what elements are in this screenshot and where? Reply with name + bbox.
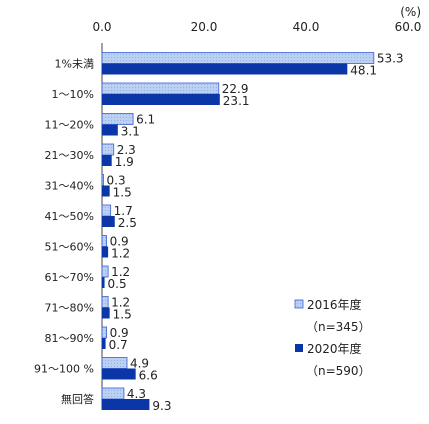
- legend-swatch-2016: [294, 299, 304, 309]
- category-label: 71～80%: [45, 302, 94, 315]
- value-label-2020: 2.5: [118, 216, 137, 230]
- bar-2020: [102, 155, 112, 166]
- value-labels: 53.348.122.923.16.13.12.31.90.31.51.72.5…: [107, 52, 404, 414]
- bar-2020: [102, 368, 136, 380]
- category-label: 31～40%: [45, 180, 94, 193]
- value-label-2016: 6.1: [136, 113, 155, 127]
- category-label: 41～50%: [45, 210, 94, 223]
- x-tick-label: 40.0: [293, 20, 320, 34]
- category-label: 91～100 %: [34, 363, 94, 376]
- value-label-2020: 1.5: [113, 308, 132, 322]
- bar-2016: [101, 52, 375, 64]
- bar-2020: [102, 307, 110, 319]
- legend-swatch-2020: [295, 344, 303, 352]
- value-label-2020: 9.3: [152, 399, 171, 413]
- category-label: 21～30%: [45, 149, 94, 162]
- value-label-2020: 48.1: [350, 64, 377, 78]
- x-tick-label: 60.0: [395, 20, 422, 34]
- category-label: 61～70%: [45, 271, 94, 284]
- value-label-2016: 0.9: [110, 235, 129, 249]
- legend: 2016年度 （n=345） 2020年度 （n=590）: [294, 297, 371, 378]
- value-label-2016: 4.9: [130, 357, 149, 371]
- value-label-2020: 3.1: [121, 125, 140, 139]
- bar-2016: [101, 174, 104, 186]
- bar-2020: [102, 338, 106, 349]
- bar-2020: [102, 185, 110, 197]
- unit-label: (%): [400, 5, 421, 19]
- value-label-2020: 1.9: [115, 155, 134, 169]
- category-labels: 1%未満 1～10% 11～20% 21～30% 31～40% 41～50% 51～60% 6…: [34, 58, 94, 407]
- bar-2020: [102, 216, 115, 227]
- bar-2016: [101, 82, 220, 95]
- category-label: 51～60%: [45, 241, 94, 254]
- value-label-2016: 2.3: [117, 143, 136, 157]
- bars: [101, 52, 375, 410]
- value-label-2016: 22.9: [222, 82, 249, 96]
- value-label-2020: 1.5: [113, 186, 132, 200]
- bar-2020: [102, 124, 118, 136]
- legend-label-2020: 2020年度: [307, 341, 362, 356]
- value-label-2020: 0.7: [109, 338, 128, 352]
- bar-2016: [101, 113, 134, 125]
- legend-n-2020: （n=590）: [306, 364, 371, 378]
- bar-2020: [102, 94, 220, 105]
- x-tick-label: 20.0: [191, 20, 218, 34]
- value-label-2020: 6.6: [139, 369, 158, 383]
- bar-2016: [101, 143, 115, 156]
- bar-2016: [101, 204, 112, 217]
- bar-2016: [101, 326, 107, 339]
- x-tick-label: 0.0: [92, 20, 111, 34]
- value-label-2016: 1.2: [111, 296, 130, 310]
- value-label-2016: 0.3: [107, 174, 126, 188]
- value-label-2016: 1.2: [111, 265, 130, 279]
- category-label: 無回答: [61, 392, 94, 406]
- value-label-2020: 1.2: [111, 247, 130, 261]
- bar-2016: [101, 387, 125, 400]
- value-label-2016: 1.7: [114, 204, 133, 218]
- bar-2016: [101, 357, 128, 369]
- bar-2016: [101, 235, 107, 247]
- bar-2020: [102, 399, 150, 410]
- legend-n-2016: （n=345）: [306, 320, 371, 334]
- category-label: 1%未満: [55, 58, 94, 71]
- legend-label-2016: 2016年度: [307, 297, 362, 312]
- value-label-2020: 0.5: [108, 277, 127, 291]
- value-label-2020: 23.1: [223, 94, 250, 108]
- x-axis-ticks: 0.0 20.0 40.0 60.0: [92, 20, 421, 34]
- value-label-2016: 4.3: [127, 387, 146, 401]
- value-label-2016: 53.3: [377, 52, 404, 66]
- category-label: 81～90%: [45, 332, 94, 345]
- category-label: 1～10%: [52, 88, 94, 101]
- bar-2020: [102, 63, 348, 75]
- bar-2020: [102, 246, 109, 258]
- value-label-2016: 0.9: [110, 326, 129, 340]
- bar-2020: [102, 277, 105, 288]
- category-label: 11～20%: [45, 119, 94, 132]
- bar-2016: [101, 265, 109, 278]
- bar-2016: [101, 296, 109, 308]
